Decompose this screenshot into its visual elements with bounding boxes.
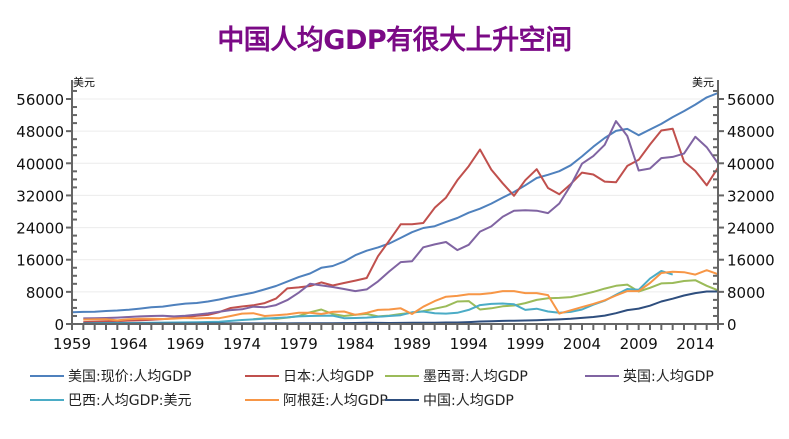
series-line-4 bbox=[83, 270, 674, 325]
x-tick-label: 1959 bbox=[53, 335, 91, 353]
right-y-tick-label: 40000 bbox=[727, 155, 775, 173]
legend-item[interactable]: 墨西哥:人均GDP bbox=[385, 366, 528, 386]
left-y-tick-label: 48000 bbox=[16, 123, 64, 141]
legend-label: 中国:人均GDP bbox=[423, 393, 514, 409]
legend-item[interactable]: 中国:人均GDP bbox=[385, 390, 514, 410]
legend-item[interactable]: 日本:人均GDP bbox=[245, 366, 374, 386]
chart-title: 中国人均GDP有很大上升空间 bbox=[217, 25, 572, 56]
legend-item[interactable]: 巴西:人均GDP:美元 bbox=[30, 390, 192, 410]
legend-label: 墨西哥:人均GDP bbox=[423, 369, 528, 385]
x-tick-label: 2009 bbox=[620, 335, 658, 353]
legend-item[interactable]: 阿根廷:人均GDP bbox=[245, 390, 388, 410]
left-y-tick-label: 24000 bbox=[16, 220, 64, 238]
left-y-tick-label: 40000 bbox=[16, 155, 64, 173]
left-y-unit-label: 美元 bbox=[73, 76, 95, 89]
right-y-tick-label: 8000 bbox=[727, 284, 765, 302]
legend-item[interactable]: 美国:现价:人均GDP bbox=[30, 366, 192, 386]
series-line-0 bbox=[71, 92, 719, 314]
series-line-3 bbox=[83, 120, 719, 320]
series-line-1 bbox=[83, 127, 719, 324]
x-tick-label: 1974 bbox=[223, 335, 261, 353]
right-y-tick-label: 48000 bbox=[727, 123, 775, 141]
left-y-tick-label: 8000 bbox=[26, 284, 64, 302]
x-tick-label: 1969 bbox=[166, 335, 204, 353]
right-y-unit-label: 美元 bbox=[692, 76, 714, 89]
axes: 0 0 8000 8000 16000 16000 24000 24000 32000 32000… bbox=[16, 80, 775, 353]
legend-label: 巴西:人均GDP:美元 bbox=[68, 393, 192, 409]
x-tick-label: 1984 bbox=[336, 335, 374, 353]
legend-swatch bbox=[30, 375, 64, 377]
legend-label: 阿根廷:人均GDP bbox=[283, 393, 388, 409]
x-tick-label: 1994 bbox=[450, 335, 488, 353]
left-y-tick-label: 16000 bbox=[16, 252, 64, 270]
legend-swatch bbox=[385, 399, 419, 401]
legend-item[interactable]: 英国:人均GDP bbox=[585, 366, 714, 386]
series-layer bbox=[71, 92, 719, 325]
x-tick-label: 2004 bbox=[563, 335, 601, 353]
legend-swatch bbox=[585, 375, 619, 377]
series-line-5 bbox=[83, 269, 719, 322]
legend-label: 英国:人均GDP bbox=[623, 369, 714, 385]
x-tick-label: 1964 bbox=[110, 335, 148, 353]
legend-swatch bbox=[245, 375, 279, 377]
right-y-tick-label: 16000 bbox=[727, 252, 775, 270]
x-tick-label: 2014 bbox=[676, 335, 714, 353]
right-y-tick-label: 56000 bbox=[727, 91, 775, 109]
legend-label: 美国:现价:人均GDP bbox=[68, 369, 192, 385]
right-y-tick-label: 0 bbox=[727, 316, 737, 334]
x-tick-label: 1979 bbox=[280, 335, 318, 353]
right-y-tick-label: 32000 bbox=[727, 187, 775, 205]
x-tick-label: 1989 bbox=[393, 335, 431, 353]
legend-swatch bbox=[385, 375, 419, 377]
left-y-tick-label: 56000 bbox=[16, 91, 64, 109]
legend-swatch bbox=[30, 399, 64, 401]
left-y-tick-label: 32000 bbox=[16, 187, 64, 205]
legend-swatch bbox=[245, 399, 279, 401]
x-tick-label: 1999 bbox=[506, 335, 544, 353]
legend-label: 日本:人均GDP bbox=[283, 369, 374, 385]
right-y-tick-label: 24000 bbox=[727, 220, 775, 238]
left-y-tick-label: 0 bbox=[54, 316, 64, 334]
